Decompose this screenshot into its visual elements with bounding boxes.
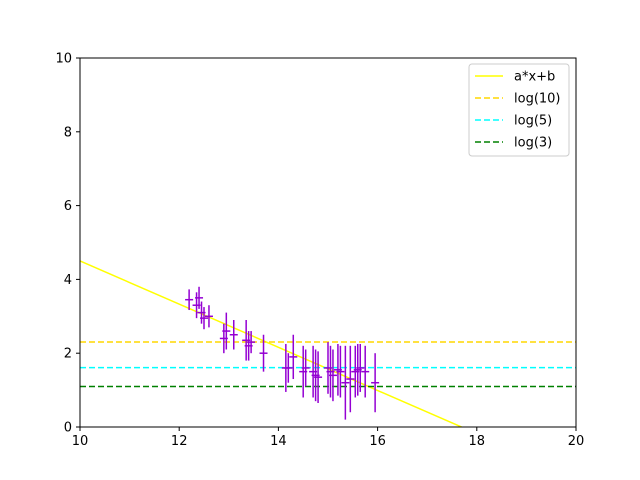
data-point	[314, 351, 323, 404]
legend-label: log(5)	[514, 114, 552, 129]
legend: a*x+b log(10) log(5) log(3)	[468, 63, 570, 157]
y-tick-label: 2	[64, 347, 72, 362]
y-axis: 0 2 4 6 8 10	[55, 52, 80, 436]
y-tick-label: 10	[55, 52, 72, 67]
y-tick-label: 4	[64, 273, 72, 288]
data-point	[328, 349, 337, 402]
legend-label: a*x+b	[514, 70, 555, 85]
data-point	[284, 353, 293, 383]
data-point	[289, 334, 298, 380]
data-point	[301, 349, 310, 387]
x-axis: 10 12 14 16 18 20	[72, 427, 585, 449]
x-tick-label: 16	[369, 434, 386, 449]
data-point	[356, 343, 365, 392]
y-tick-label: 8	[64, 125, 72, 140]
data-point	[222, 312, 231, 350]
y-tick-label: 6	[64, 199, 72, 214]
plot-frame	[79, 57, 577, 428]
x-tick-label: 18	[469, 434, 486, 449]
data-point	[259, 334, 268, 372]
legend-label: log(10)	[514, 92, 561, 107]
data-point	[247, 331, 256, 354]
data-point	[336, 345, 345, 398]
data-point	[361, 345, 370, 398]
data-point	[195, 286, 204, 309]
data-point	[371, 353, 380, 413]
legend-label: log(3)	[514, 136, 552, 151]
x-tick-label: 20	[568, 434, 585, 449]
x-tick-label: 14	[270, 434, 287, 449]
x-tick-label: 12	[171, 434, 188, 449]
x-tick-label: 10	[72, 434, 89, 449]
errorbar-layer	[185, 286, 380, 420]
data-point	[200, 307, 208, 330]
data-point	[204, 305, 213, 328]
legend-box	[468, 63, 570, 157]
data-point	[185, 289, 194, 311]
data-point	[229, 319, 238, 350]
data-point	[346, 345, 355, 413]
data-point	[341, 345, 350, 420]
y-tick-label: 0	[64, 421, 72, 436]
